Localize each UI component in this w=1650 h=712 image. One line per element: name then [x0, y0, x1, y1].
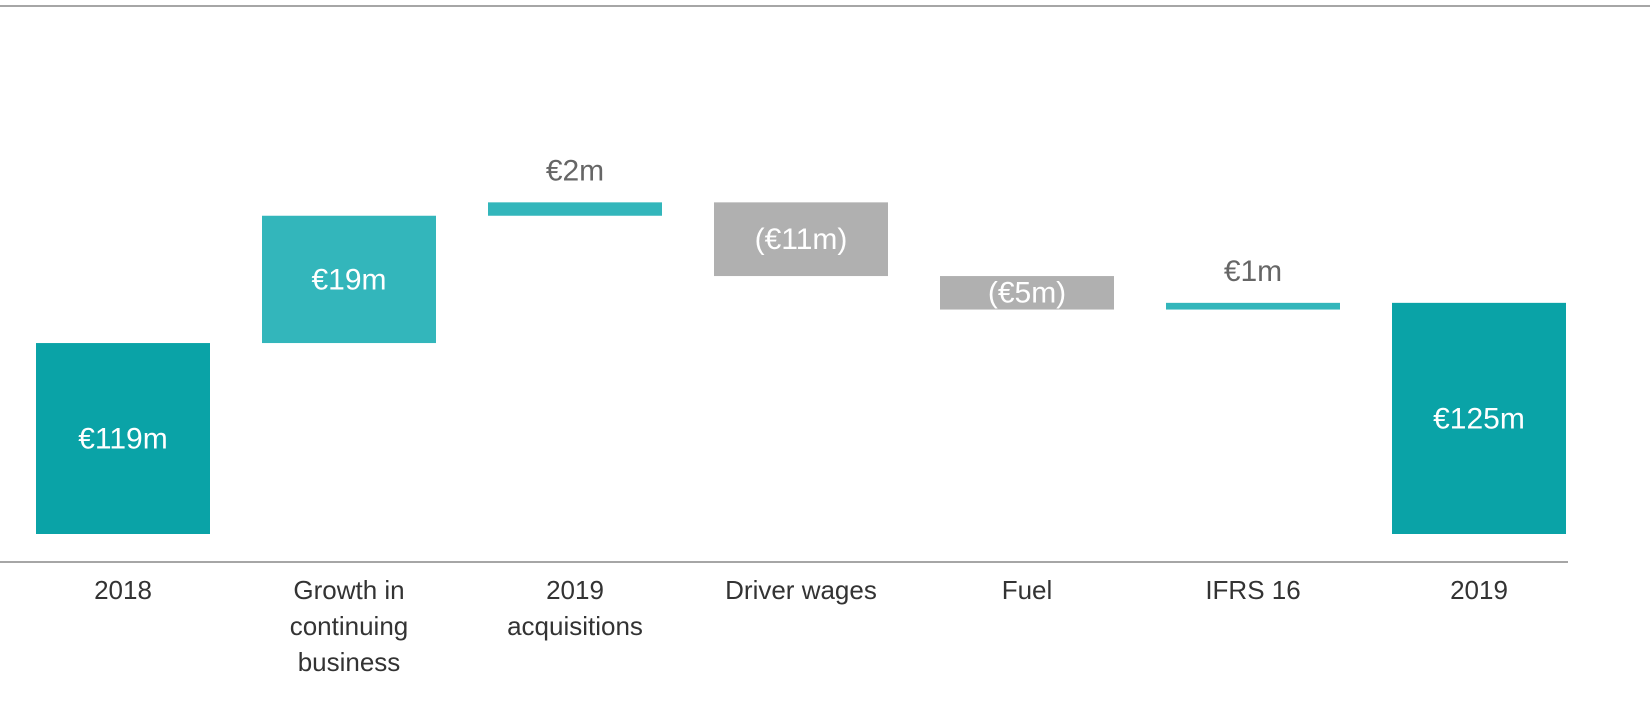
bar	[36, 343, 210, 534]
value-label: €2m	[546, 154, 604, 187]
value-label: (€11m)	[755, 223, 848, 256]
value-label: €125m	[1433, 402, 1525, 435]
bar	[262, 215, 436, 344]
value-label: €19m	[311, 263, 386, 296]
x-tick-label: Growth in continuing business	[289, 575, 409, 677]
bar	[1166, 302, 1340, 310]
x-tick-label: IFRS 16	[1205, 575, 1301, 605]
x-tick-label: Fuel	[1001, 575, 1053, 605]
x-tick-label: 2019 acquisitions	[507, 575, 643, 641]
bar	[940, 276, 1114, 310]
value-label: €119m	[78, 422, 168, 455]
x-tick-label: 2018	[94, 575, 152, 605]
value-label: (€5m)	[988, 277, 1066, 310]
bar	[1392, 302, 1566, 534]
x-tick-label: Driver wages	[725, 575, 877, 605]
x-tick-label: 2019	[1450, 575, 1508, 605]
value-label: €1m	[1224, 255, 1282, 288]
bar	[488, 202, 662, 216]
bar	[714, 202, 888, 277]
